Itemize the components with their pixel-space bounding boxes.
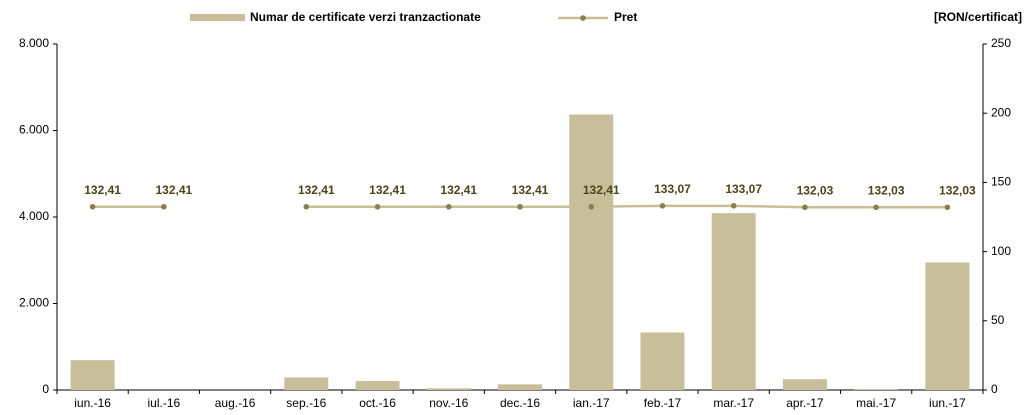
bar: [284, 377, 329, 390]
x-tick-label: feb.-17: [644, 396, 682, 410]
legend-label: Numar de certificate verzi tranzactionat…: [250, 10, 481, 24]
x-tick-label: nov.-16: [429, 396, 468, 410]
line-marker: [89, 203, 96, 210]
y-tick-label: 8.000: [19, 36, 49, 50]
bar: [640, 332, 685, 390]
data-label: 132,41: [440, 183, 477, 197]
data-label: 132,41: [369, 183, 406, 197]
y2-axis-label: [RON/certificat]: [934, 10, 1022, 24]
data-label: 132,03: [939, 183, 976, 197]
line: [92, 204, 948, 209]
data-label: 132,41: [298, 183, 335, 197]
y2-tick-label: 50: [991, 313, 1005, 327]
line-marker: [730, 203, 737, 209]
y2-tick-label: 150: [991, 175, 1011, 189]
x-tick-label: mar.-17: [713, 396, 754, 410]
y2-tick-label: 200: [991, 105, 1011, 119]
bar: [711, 213, 756, 390]
bar: [569, 114, 614, 390]
line-marker: [802, 204, 808, 211]
x-tick-label: mai.-17: [856, 396, 896, 410]
legend-label: Pret: [614, 10, 637, 24]
bar: [70, 360, 115, 390]
x-tick-label: oct.-16: [359, 396, 396, 410]
data-label: 132,03: [868, 183, 905, 197]
line-marker: [659, 203, 666, 209]
legend-marker: [580, 15, 586, 21]
data-label: 132,03: [797, 183, 834, 197]
bar: [854, 389, 899, 390]
line-marker: [303, 203, 310, 210]
line-marker: [873, 204, 879, 211]
data-label: 132,41: [583, 183, 620, 197]
y2-tick-label: 250: [991, 36, 1011, 50]
y-tick-label: 2.000: [19, 296, 49, 310]
line-marker: [445, 203, 452, 210]
bar: [498, 384, 542, 390]
bar: [426, 388, 471, 390]
x-tick-label: dec.-16: [500, 396, 540, 410]
x-tick-label: ian.-17: [573, 396, 610, 410]
data-label: 132,41: [512, 183, 549, 197]
data-label: 133,07: [725, 182, 762, 196]
y-tick-label: 6.000: [19, 123, 49, 137]
bar: [355, 380, 400, 390]
x-tick-label: aug.-16: [215, 396, 256, 410]
y2-tick-label: 100: [991, 244, 1011, 258]
x-tick-label: iun.-16: [74, 396, 111, 410]
line-marker: [517, 203, 523, 210]
line-marker: [374, 203, 381, 210]
x-tick-label: apr.-17: [786, 396, 824, 410]
bar: [782, 379, 827, 390]
x-tick-label: iun.-17: [929, 396, 966, 410]
bar: [925, 262, 970, 390]
data-label: 132,41: [84, 183, 121, 197]
y-tick-label: 4.000: [19, 209, 49, 223]
data-label: 132,41: [155, 183, 192, 197]
legend-swatch: [190, 14, 245, 21]
x-tick-label: iul.-16: [148, 396, 181, 410]
data-label: 133,07: [654, 182, 691, 196]
line-marker: [944, 204, 951, 211]
line-marker: [161, 203, 167, 210]
y-tick-label: 0: [42, 382, 49, 396]
line-marker: [588, 203, 595, 210]
y2-tick-label: 0: [991, 382, 998, 396]
x-tick-label: sep.-16: [286, 396, 326, 410]
